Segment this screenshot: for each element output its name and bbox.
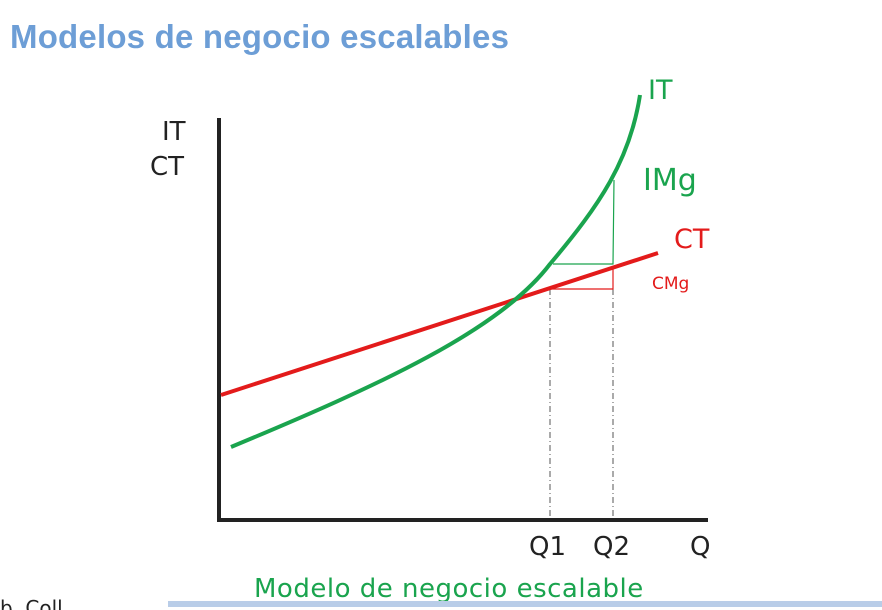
total-revenue-curve [230,94,642,449]
it-curve-label: IT [648,75,673,106]
footer-divider [168,601,882,607]
ct-line-label: CT [674,224,710,255]
truncated-footer-text: b. Coll [0,598,63,610]
y-axis-label-ct: CT [150,152,184,182]
cmg-label: CMg [652,274,689,294]
marginal-revenue-triangle [553,179,615,265]
total-cost-line [220,251,659,397]
y-axis-label-it: IT [162,117,186,147]
q2-label: Q2 [593,532,630,562]
img-label: IMg [643,163,697,198]
q1-label: Q1 [529,532,566,562]
x-axis-label-q: Q [690,532,710,562]
page-title: Modelos de negocio escalables [10,18,510,55]
diagram-caption: Modelo de negocio escalable [254,574,644,604]
marginal-cost-triangle [550,266,614,290]
